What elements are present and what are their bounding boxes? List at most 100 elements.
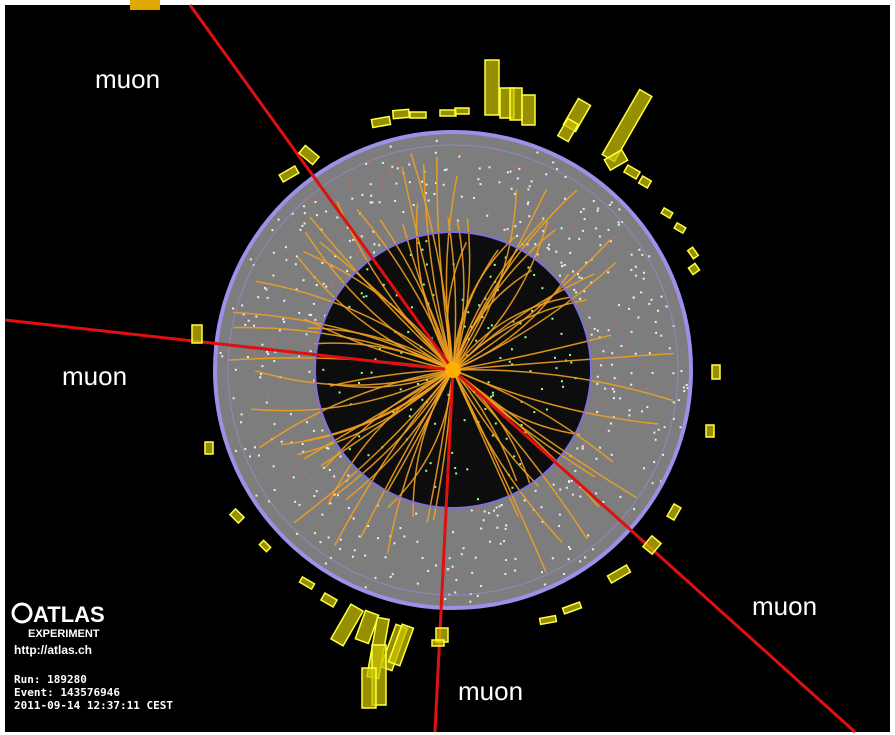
hit bbox=[369, 183, 372, 186]
hit bbox=[489, 275, 492, 278]
hit bbox=[527, 201, 530, 204]
hit bbox=[460, 553, 463, 556]
track bbox=[401, 166, 454, 371]
hit bbox=[321, 262, 324, 265]
hit bbox=[409, 253, 412, 256]
hit bbox=[415, 512, 418, 515]
hit bbox=[611, 352, 614, 355]
hit bbox=[541, 571, 544, 574]
hit bbox=[618, 208, 621, 211]
hit bbox=[254, 350, 257, 353]
hit bbox=[569, 547, 572, 550]
hit bbox=[561, 264, 564, 267]
hit bbox=[244, 448, 247, 451]
hit bbox=[519, 221, 522, 224]
hit bbox=[504, 256, 507, 259]
hit bbox=[400, 351, 403, 354]
hit bbox=[574, 470, 577, 473]
hit bbox=[609, 422, 612, 425]
hit bbox=[408, 415, 411, 418]
hit bbox=[306, 342, 309, 345]
muon-label: muon bbox=[62, 361, 127, 391]
hit bbox=[358, 435, 361, 438]
track bbox=[309, 216, 454, 371]
hit bbox=[239, 421, 242, 424]
hit bbox=[576, 303, 579, 306]
hit bbox=[322, 368, 325, 371]
hit bbox=[488, 512, 491, 515]
hit bbox=[607, 429, 610, 432]
calorimeter-tower bbox=[666, 502, 682, 522]
hit bbox=[628, 307, 631, 310]
hit bbox=[645, 387, 648, 390]
hit bbox=[597, 207, 600, 210]
hit bbox=[576, 447, 579, 450]
calorimeter-tower bbox=[538, 614, 558, 626]
hit bbox=[578, 276, 581, 279]
hit bbox=[593, 327, 596, 330]
hit bbox=[654, 438, 657, 441]
hit bbox=[495, 506, 498, 509]
hit bbox=[393, 542, 396, 545]
hit bbox=[255, 494, 258, 497]
hit bbox=[546, 223, 549, 226]
hit bbox=[595, 492, 598, 495]
hit bbox=[569, 353, 572, 356]
hit bbox=[602, 500, 605, 503]
hit bbox=[321, 513, 324, 516]
hit bbox=[447, 393, 450, 396]
hit bbox=[496, 526, 499, 529]
hit bbox=[612, 397, 615, 400]
hit bbox=[619, 495, 622, 498]
hit bbox=[579, 560, 582, 563]
hit bbox=[498, 181, 501, 184]
hit bbox=[308, 313, 311, 316]
hit bbox=[568, 480, 571, 483]
calorimeter-tower bbox=[204, 441, 214, 455]
hit bbox=[411, 187, 414, 190]
hit bbox=[412, 204, 415, 207]
hit bbox=[273, 423, 276, 426]
track bbox=[446, 241, 468, 371]
hit bbox=[685, 384, 688, 387]
hit bbox=[265, 401, 268, 404]
hit bbox=[299, 228, 302, 231]
hit bbox=[370, 194, 373, 197]
hit bbox=[491, 434, 494, 437]
hit bbox=[347, 507, 350, 510]
hit bbox=[346, 269, 349, 272]
calorimeter-tower bbox=[556, 117, 580, 143]
track bbox=[422, 163, 454, 371]
hit bbox=[302, 205, 305, 208]
hit bbox=[643, 292, 646, 295]
hit bbox=[273, 489, 276, 492]
hit bbox=[339, 455, 342, 458]
hit bbox=[640, 291, 643, 294]
hit bbox=[232, 397, 235, 400]
hit bbox=[588, 316, 591, 319]
hit bbox=[442, 183, 445, 186]
hit bbox=[292, 389, 295, 392]
hit bbox=[520, 424, 523, 427]
hit bbox=[567, 558, 570, 561]
hit bbox=[285, 258, 288, 261]
hit bbox=[516, 234, 519, 237]
hit bbox=[266, 350, 269, 353]
hit bbox=[611, 387, 614, 390]
track bbox=[255, 280, 454, 371]
hit bbox=[364, 554, 367, 557]
hit bbox=[352, 238, 355, 241]
hit bbox=[369, 201, 372, 204]
hit bbox=[612, 416, 615, 419]
hit bbox=[560, 380, 563, 383]
hit bbox=[240, 413, 243, 416]
hit bbox=[628, 414, 631, 417]
hit bbox=[618, 304, 621, 307]
hit bbox=[272, 274, 275, 277]
hit bbox=[296, 532, 299, 535]
hit bbox=[376, 537, 379, 540]
hit bbox=[533, 411, 536, 414]
hit bbox=[241, 304, 244, 307]
hit bbox=[583, 443, 586, 446]
hit bbox=[382, 283, 385, 286]
